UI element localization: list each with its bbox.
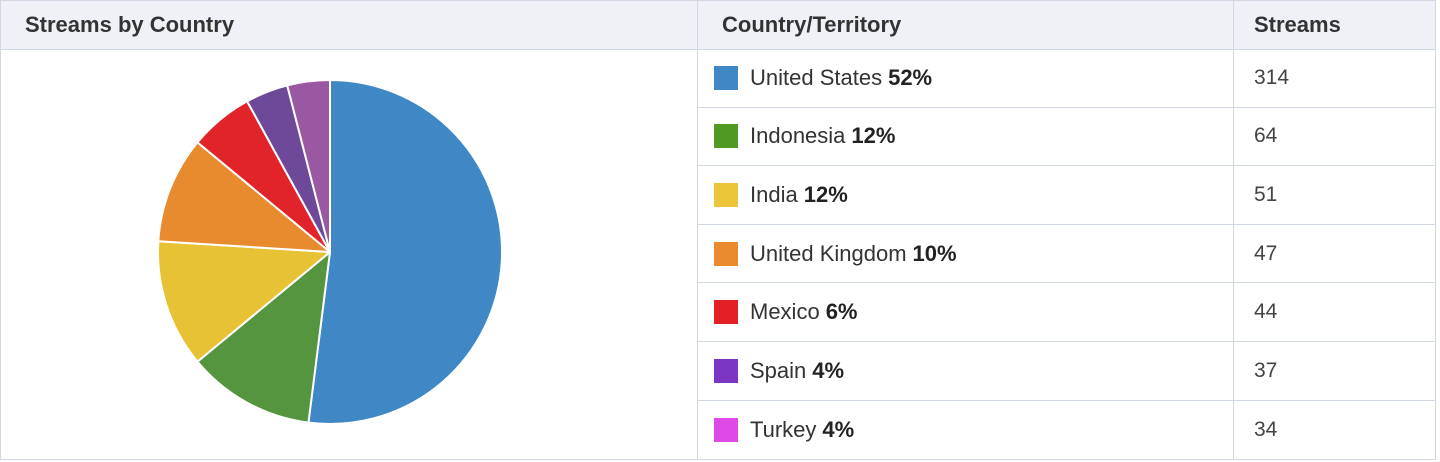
country-cell: India 12% <box>698 166 1234 224</box>
country-label: United Kingdom 10% <box>750 241 957 267</box>
country-cell: Indonesia 12% <box>698 107 1234 166</box>
streams-column-header[interactable]: Streams <box>1254 12 1341 37</box>
pie-slice-turkey[interactable] <box>286 79 331 253</box>
pie-slice-united-states[interactable] <box>307 79 504 425</box>
streams-value: 37 <box>1254 358 1278 382</box>
country-name: Turkey <box>750 416 817 442</box>
country-label: Spain 4% <box>750 358 844 384</box>
legend-swatch-turkey <box>714 417 738 442</box>
table-header: Streams by Country Country/Territory Str… <box>1 1 1435 50</box>
country-label: Indonesia 12% <box>750 123 895 149</box>
legend-swatch-united-states <box>714 65 738 90</box>
country-name: Mexico <box>750 299 820 325</box>
streams-value: 64 <box>1254 124 1278 148</box>
table-row[interactable]: United Kingdom 10% 47 <box>698 224 1435 284</box>
country-cell: United Kingdom 10% <box>698 224 1234 283</box>
country-label: India 12% <box>750 182 848 208</box>
table-row[interactable]: Indonesia 12% 64 <box>698 107 1435 167</box>
pie-chart-area <box>1 49 698 459</box>
pie-chart <box>157 79 504 425</box>
table-row[interactable]: United States 52% 314 <box>698 49 1435 108</box>
country-name: United States <box>750 64 883 90</box>
legend-swatch-indonesia <box>714 124 738 149</box>
country-label: Turkey 4% <box>750 417 854 443</box>
table-row[interactable]: Turkey 4% 34 <box>698 400 1435 460</box>
country-column-header[interactable]: Country/Territory <box>698 1 1234 49</box>
country-percent: 6% <box>825 299 858 325</box>
country-name: United Kingdom <box>750 240 907 266</box>
table-row[interactable]: Mexico 6% 44 <box>698 283 1435 342</box>
country-cell: Mexico 6% <box>698 283 1234 341</box>
legend-swatch-spain <box>714 358 738 383</box>
country-name: India <box>750 181 798 207</box>
pie-slice-india[interactable] <box>157 240 331 363</box>
pie-slice-indonesia[interactable] <box>196 251 331 424</box>
table-row[interactable]: India 12% 51 <box>698 166 1435 225</box>
country-cell: United States 52% <box>698 49 1234 107</box>
streams-value: 34 <box>1254 417 1278 441</box>
country-label: Mexico 6% <box>750 299 857 325</box>
country-percent: 12% <box>803 181 848 207</box>
country-percent: 4% <box>822 416 855 442</box>
country-percent: 4% <box>812 357 845 383</box>
pie-slice-united-kingdom[interactable] <box>157 141 331 253</box>
legend-swatch-united-kingdom <box>714 241 738 266</box>
streams-value: 47 <box>1254 241 1278 265</box>
legend-swatch-india <box>714 182 738 207</box>
country-percent: 52% <box>888 64 933 90</box>
country-table: United States 52% 314 Indonesia 12% 64 India 12… <box>698 49 1435 460</box>
country-cell: Turkey 4% <box>698 400 1234 460</box>
country-label: United States 52% <box>750 65 932 91</box>
chart-title: Streams by Country <box>1 1 698 49</box>
streams-value: 51 <box>1254 182 1278 206</box>
country-name: Indonesia <box>750 123 846 149</box>
country-cell: Spain 4% <box>698 341 1234 400</box>
country-percent: 12% <box>851 123 896 149</box>
country-percent: 10% <box>912 240 957 266</box>
legend-swatch-mexico <box>714 300 738 325</box>
streams-value: 314 <box>1254 65 1290 89</box>
table-row[interactable]: Spain 4% 37 <box>698 341 1435 401</box>
country-name: Spain <box>750 357 807 383</box>
streams-value: 44 <box>1254 300 1278 324</box>
